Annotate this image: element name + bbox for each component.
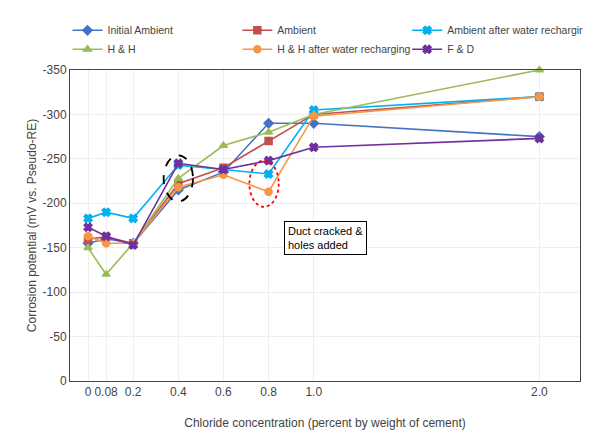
svg-text:0.2: 0.2 (125, 385, 142, 399)
svg-text:0.8: 0.8 (260, 385, 277, 399)
svg-text:0.4: 0.4 (170, 385, 187, 399)
svg-text:-300: -300 (43, 108, 67, 122)
svg-text:-150: -150 (43, 241, 67, 255)
svg-text:0: 0 (60, 374, 67, 388)
svg-text:-100: -100 (43, 285, 67, 299)
svg-text:Duct cracked &holes added: Duct cracked &holes added (288, 225, 363, 251)
svg-text:-200: -200 (43, 196, 67, 210)
svg-text:-50: -50 (49, 330, 67, 344)
svg-text:1.0: 1.0 (305, 385, 322, 399)
svg-text:Initial Ambient: Initial Ambient (108, 24, 173, 36)
svg-text:Ambient: Ambient (277, 24, 316, 36)
svg-text:0.6: 0.6 (215, 385, 232, 399)
svg-text:2.0: 2.0 (531, 385, 548, 399)
svg-text:-250: -250 (43, 152, 67, 166)
svg-text:Chloride concentration (percen: Chloride concentration (percent by weigh… (184, 416, 465, 430)
svg-text:0.08: 0.08 (94, 385, 118, 399)
svg-text:-350: -350 (43, 63, 67, 77)
svg-text:F & D: F & D (447, 43, 474, 55)
svg-text:Corrosion potential (mV vs. Ps: Corrosion potential (mV vs. Pseudo-RE) (25, 119, 39, 332)
svg-text:Ambient after water recharging: Ambient after water recharging (447, 24, 582, 36)
svg-text:H & H after water recharging: H & H after water recharging (277, 43, 410, 55)
svg-text:H & H: H & H (108, 43, 136, 55)
svg-text:0: 0 (85, 385, 92, 399)
